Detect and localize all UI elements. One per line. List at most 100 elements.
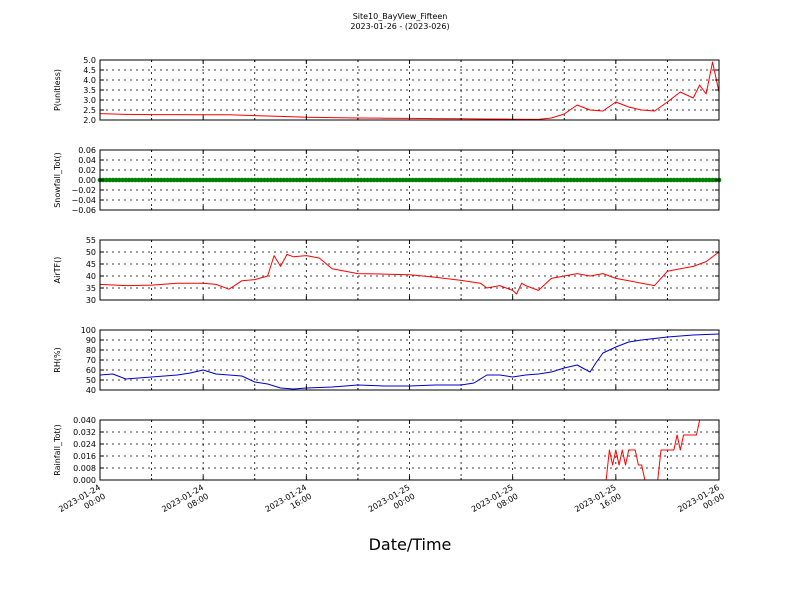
data-point <box>336 177 341 183</box>
data-point <box>229 177 235 183</box>
data-point <box>449 177 454 183</box>
data-point <box>694 177 699 183</box>
y-tick-label: 0.00 <box>78 176 96 185</box>
data-point <box>171 177 177 183</box>
data-point <box>255 177 261 183</box>
data-point <box>681 177 686 183</box>
data-point <box>474 177 480 183</box>
y-axis-label: Rainfall_Tot() <box>53 424 62 476</box>
data-point <box>191 177 196 183</box>
x-tick-label: 2023-01-2400:00 <box>57 483 107 523</box>
data-point <box>581 177 586 183</box>
data-point <box>674 177 680 183</box>
y-tick-label: 40 <box>86 386 96 395</box>
y-tick-label: −0.06 <box>71 206 96 215</box>
data-point <box>484 177 490 183</box>
series-line <box>99 61 720 120</box>
y-tick-label: 50 <box>86 376 96 385</box>
data-point <box>403 177 409 183</box>
data-point <box>616 177 622 183</box>
data-point <box>394 177 399 183</box>
data-point <box>710 177 715 183</box>
data-point <box>210 177 216 183</box>
data-point <box>158 177 164 183</box>
data-point <box>184 177 190 183</box>
y-axis-label: Snowfall_Tot() <box>53 152 62 208</box>
data-point <box>204 177 209 183</box>
data-point <box>284 177 290 183</box>
y-tick-label: 2.5 <box>83 106 96 115</box>
series-points <box>97 177 722 183</box>
data-point <box>200 177 206 183</box>
data-point <box>423 177 428 183</box>
data-point <box>165 177 171 183</box>
data-point <box>523 177 528 183</box>
data-point <box>107 177 112 183</box>
data-point <box>684 177 690 183</box>
data-point <box>226 177 232 183</box>
data-point <box>142 177 148 183</box>
data-point <box>265 177 270 183</box>
y-tick-label: 3.5 <box>83 86 96 95</box>
y-tick-label: 40 <box>86 272 96 281</box>
data-point <box>697 177 702 183</box>
data-point <box>590 177 596 183</box>
data-point <box>445 177 451 183</box>
y-tick-label: 70 <box>86 356 96 365</box>
data-point <box>678 177 683 183</box>
y-tick-label: 35 <box>86 284 96 293</box>
data-point <box>168 177 174 183</box>
data-point <box>700 177 706 183</box>
data-point <box>181 177 187 183</box>
data-point <box>532 177 538 183</box>
data-point <box>162 177 167 183</box>
data-point <box>278 177 283 183</box>
data-point <box>613 177 619 183</box>
data-point <box>555 177 561 183</box>
data-point <box>503 177 509 183</box>
data-point <box>378 177 383 183</box>
data-point <box>139 177 145 183</box>
data-point <box>648 177 654 183</box>
x-tick-label: 2023-01-2508:00 <box>470 483 520 523</box>
data-point <box>275 177 280 183</box>
data-point <box>355 177 361 183</box>
y-tick-label: 0.032 <box>73 428 96 437</box>
data-point <box>297 177 303 183</box>
data-point <box>481 177 486 183</box>
data-point <box>220 177 225 183</box>
data-point <box>246 177 251 183</box>
data-point <box>536 177 541 183</box>
data-point <box>155 177 161 183</box>
data-point <box>703 177 709 183</box>
data-point <box>603 177 609 183</box>
data-point <box>545 177 551 183</box>
data-point <box>429 177 435 183</box>
data-point <box>374 177 380 183</box>
data-point <box>339 177 345 183</box>
data-point <box>123 177 129 183</box>
y-tick-label: 3.0 <box>83 96 96 105</box>
data-point <box>304 177 309 183</box>
data-point <box>329 177 335 183</box>
y-axis-label: RH(%) <box>53 347 62 372</box>
data-point <box>416 177 422 183</box>
data-point <box>233 177 238 183</box>
data-point <box>381 177 387 183</box>
data-point <box>258 177 264 183</box>
data-point <box>368 177 374 183</box>
data-point <box>320 177 325 183</box>
data-point <box>629 177 635 183</box>
data-point <box>294 177 299 183</box>
data-point <box>407 177 412 183</box>
data-point <box>178 177 183 183</box>
y-tick-label: 90 <box>86 336 96 345</box>
data-point <box>287 177 293 183</box>
data-point <box>281 177 287 183</box>
data-point <box>110 177 116 183</box>
y-tick-label: 0.040 <box>73 416 96 425</box>
data-point <box>507 177 512 183</box>
data-point <box>610 177 615 183</box>
data-point <box>594 177 599 183</box>
data-point <box>271 177 277 183</box>
